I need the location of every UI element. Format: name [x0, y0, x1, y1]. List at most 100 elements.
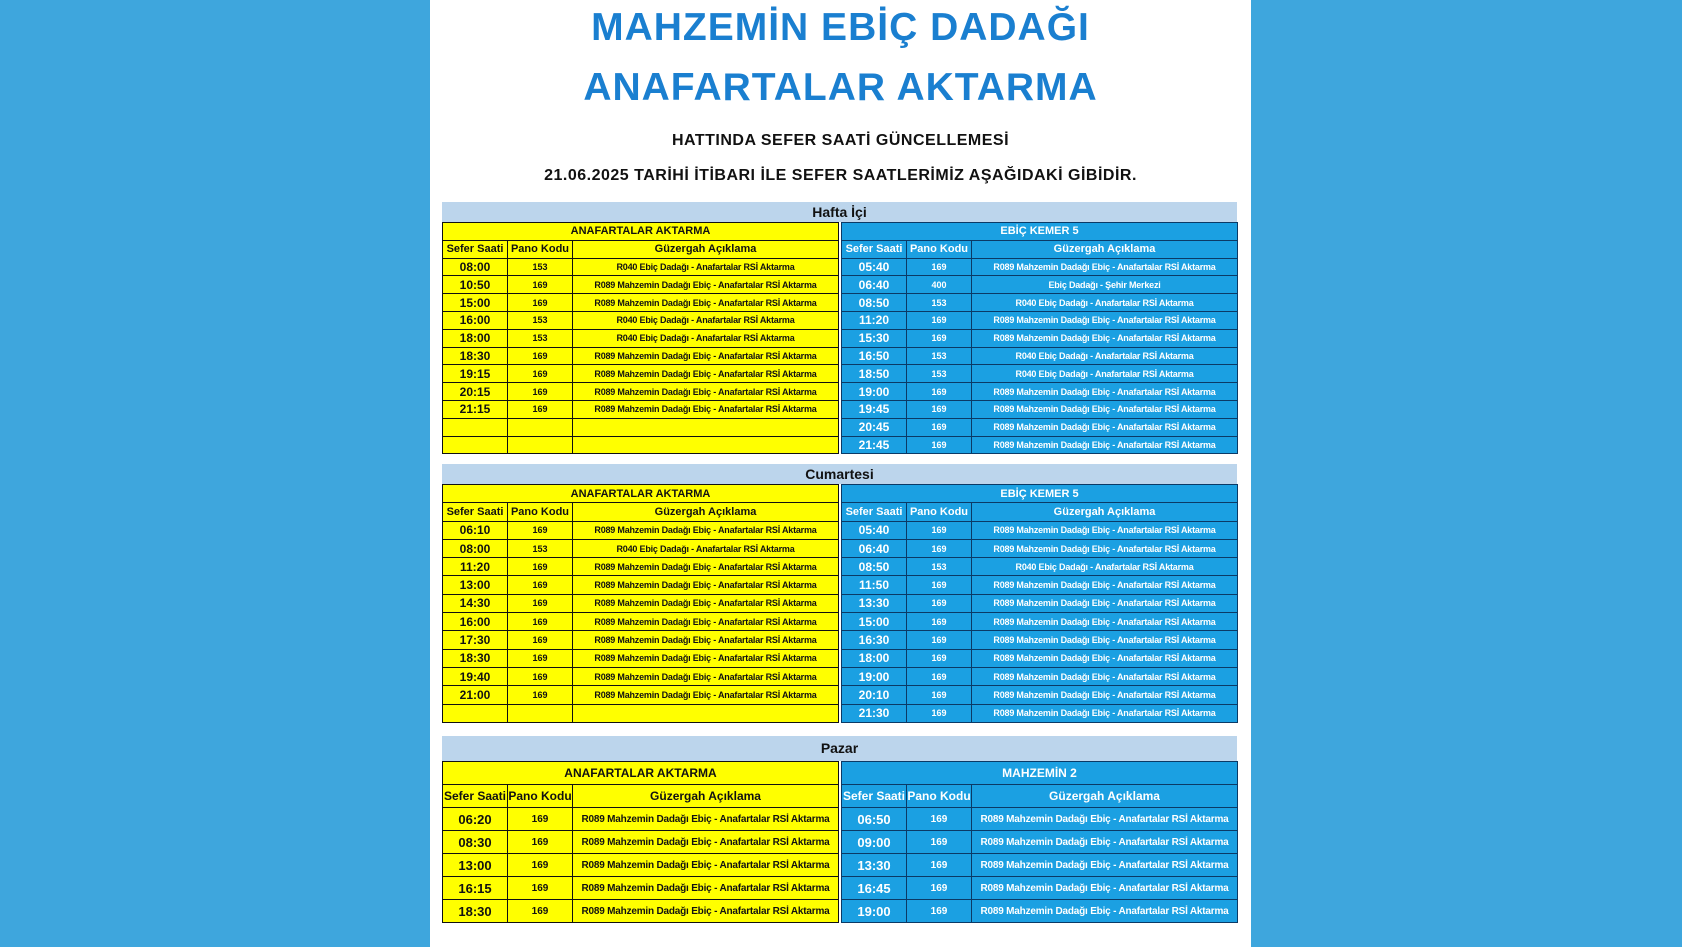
- table-row: 19:40 169 R089 Mahzemin Dadağı Ebiç - Anaf…: [442, 666, 839, 687]
- route-description: R040 Ebiç Dadağı - Anafartalar RSİ Aktar…: [572, 257, 839, 277]
- table-row: 21:15 169 R089 Mahzemin Dadağı Ebiç - Anaf…: [442, 399, 839, 419]
- route-code: [507, 703, 573, 723]
- route-code: 169: [906, 593, 972, 614]
- route-description: R040 Ebiç Dadağı - Anafartalar RSİ Aktar…: [970, 346, 1239, 366]
- table-row: 20:15 169 R089 Mahzemin Dadağı Ebiç - Anaf…: [442, 382, 839, 401]
- route-code: 169: [507, 382, 573, 401]
- route-description: [572, 703, 839, 723]
- route-code: 169: [507, 399, 573, 419]
- departure-time: 19:15: [442, 364, 508, 384]
- departure-time: 19:40: [442, 666, 508, 687]
- route-description: R089 Mahzemin Dadağı Ebiç - Anafartalar …: [572, 382, 839, 401]
- table-title: ANAFARTALAR AKTARMA: [442, 222, 839, 241]
- table-row: 19:00 169 R089 Mahzemin Dadağı Ebiç - Anaf…: [841, 382, 1239, 401]
- route-code: 169: [906, 399, 972, 419]
- departure-time: 06:40: [841, 275, 907, 295]
- table-row: 16:00 153 R040 Ebiç Dadağı - Anafartalar R…: [442, 310, 839, 330]
- route-code: 169: [507, 685, 573, 705]
- route-code: 169: [906, 853, 972, 877]
- departure-time: 06:50: [841, 807, 907, 831]
- section-label: Cumartesi: [442, 464, 1237, 484]
- departure-time: 16:45: [841, 876, 907, 900]
- departure-time: 05:40: [841, 257, 907, 277]
- route-description: R089 Mahzemin Dadağı Ebiç - Anafartalar …: [970, 593, 1239, 614]
- route-code: 169: [507, 293, 573, 312]
- departure-time: 10:50: [442, 275, 508, 295]
- departure-time: 21:30: [841, 703, 907, 723]
- route-description: R089 Mahzemin Dadağı Ebiç - Anafartalar …: [970, 830, 1239, 854]
- route-code: 169: [906, 685, 972, 705]
- column-header: Pano Kodu: [507, 502, 573, 522]
- departure-time: 06:40: [841, 538, 907, 559]
- route-description: R089 Mahzemin Dadağı Ebiç - Anafartalar …: [572, 876, 839, 900]
- route-code: 169: [507, 876, 573, 900]
- route-description: R089 Mahzemin Dadağı Ebiç - Anafartalar …: [572, 830, 839, 854]
- departure-time: 08:50: [841, 293, 907, 312]
- route-code: 169: [906, 310, 972, 330]
- route-description: R089 Mahzemin Dadağı Ebiç - Anafartalar …: [970, 853, 1239, 877]
- column-header: Güzergah Açıklama: [970, 784, 1239, 808]
- table-row: 15:30 169 R089 Mahzemin Dadağı Ebiç - Anaf…: [841, 328, 1239, 348]
- route-description: R089 Mahzemin Dadağı Ebiç - Anafartalar …: [970, 876, 1239, 900]
- route-description: R089 Mahzemin Dadağı Ebiç - Anafartalar …: [970, 382, 1239, 401]
- route-code: 169: [507, 575, 573, 595]
- subtitle-2: 21.06.2025 TARİHİ İTİBARI İLE SEFER SAAT…: [544, 167, 1137, 184]
- route-description: R089 Mahzemin Dadağı Ebiç - Anafartalar …: [572, 648, 839, 668]
- table-row: 15:00 169 R089 Mahzemin Dadağı Ebiç - Anaf…: [442, 293, 839, 312]
- table-row: 19:00 169 R089 Mahzemin Dadağı Ebiç - Anaf…: [841, 899, 1239, 923]
- section-label: Hafta İçi: [442, 202, 1237, 222]
- departure-time: 20:10: [841, 685, 907, 705]
- route-code: 169: [507, 520, 573, 540]
- departure-time: 18:30: [442, 648, 508, 668]
- route-code: 169: [906, 876, 972, 900]
- route-code: 169: [906, 648, 972, 668]
- route-code: 153: [906, 364, 972, 384]
- table-row: 10:50 169 R089 Mahzemin Dadağı Ebiç - Anaf…: [442, 275, 839, 295]
- route-description: R089 Mahzemin Dadağı Ebiç - Anafartalar …: [572, 275, 839, 295]
- route-description: R040 Ebiç Dadağı - Anafartalar RSİ Aktar…: [572, 328, 839, 348]
- departure-time: 21:15: [442, 399, 508, 419]
- route-code: 169: [906, 520, 972, 540]
- route-code: 169: [507, 830, 573, 854]
- route-description: R089 Mahzemin Dadağı Ebiç - Anafartalar …: [970, 417, 1239, 437]
- table-title: ANAFARTALAR AKTARMA: [442, 483, 839, 504]
- table-row: 16:30 169 R089 Mahzemin Dadağı Ebiç - Anaf…: [841, 630, 1239, 650]
- column-header: Güzergah Açıklama: [572, 502, 839, 522]
- table-row: 15:00 169 R089 Mahzemin Dadağı Ebiç - Anaf…: [841, 612, 1239, 632]
- route-description: R089 Mahzemin Dadağı Ebiç - Anafartalar …: [572, 557, 839, 577]
- table-row: 14:30 169 R089 Mahzemin Dadağı Ebiç - Anaf…: [442, 593, 839, 614]
- route-description: R089 Mahzemin Dadağı Ebiç - Anafartalar …: [572, 612, 839, 632]
- departure-time: 08:00: [442, 538, 508, 559]
- title-line-1: MAHZEMİN EBİÇ DADAĞI: [591, 6, 1090, 49]
- route-code: 169: [507, 557, 573, 577]
- table-title: MAHZEMİN 2: [840, 761, 1239, 785]
- table-row: 18:00 169 R089 Mahzemin Dadağı Ebiç - Anaf…: [841, 648, 1239, 668]
- table-row: 18:30 169 R089 Mahzemin Dadağı Ebiç - Anaf…: [442, 899, 839, 923]
- table-row: [442, 703, 839, 723]
- route-description: R040 Ebiç Dadağı - Anafartalar RSİ Aktar…: [572, 538, 839, 559]
- departure-time: 21:45: [841, 435, 907, 455]
- route-description: R089 Mahzemin Dadağı Ebiç - Anafartalar …: [572, 346, 839, 366]
- departure-time: 11:20: [841, 310, 907, 330]
- table-row: 20:10 169 R089 Mahzemin Dadağı Ebiç - Anaf…: [841, 685, 1239, 705]
- route-code: 169: [507, 630, 573, 650]
- departure-time: 16:00: [442, 612, 508, 632]
- route-code: 169: [906, 630, 972, 650]
- route-description: R089 Mahzemin Dadağı Ebiç - Anafartalar …: [970, 666, 1239, 687]
- route-code: 169: [906, 703, 972, 723]
- departure-time: 16:00: [442, 310, 508, 330]
- route-description: R089 Mahzemin Dadağı Ebiç - Anafartalar …: [572, 666, 839, 687]
- route-description: R089 Mahzemin Dadağı Ebiç - Anafartalar …: [970, 257, 1239, 277]
- route-code: 153: [507, 328, 573, 348]
- departure-time: 13:00: [442, 575, 508, 595]
- table-row: 06:50 169 R089 Mahzemin Dadağı Ebiç - Anaf…: [841, 807, 1239, 831]
- route-code: 400: [906, 275, 972, 295]
- column-header: Sefer Saati: [841, 239, 907, 259]
- route-description: R040 Ebiç Dadağı - Anafartalar RSİ Aktar…: [970, 557, 1239, 577]
- table-row: 06:20 169 R089 Mahzemin Dadağı Ebiç - Anaf…: [442, 807, 839, 831]
- departure-time: 13:30: [841, 593, 907, 614]
- right-schedule-table: MAHZEMİN 2 Sefer Saati Pano Kodu Güzergah A…: [840, 761, 1239, 923]
- table-row: 09:00 169 R089 Mahzemin Dadağı Ebiç - Anaf…: [841, 830, 1239, 854]
- table-row: 19:00 169 R089 Mahzemin Dadağı Ebiç - Anaf…: [841, 666, 1239, 687]
- route-description: R089 Mahzemin Dadağı Ebiç - Anafartalar …: [970, 807, 1239, 831]
